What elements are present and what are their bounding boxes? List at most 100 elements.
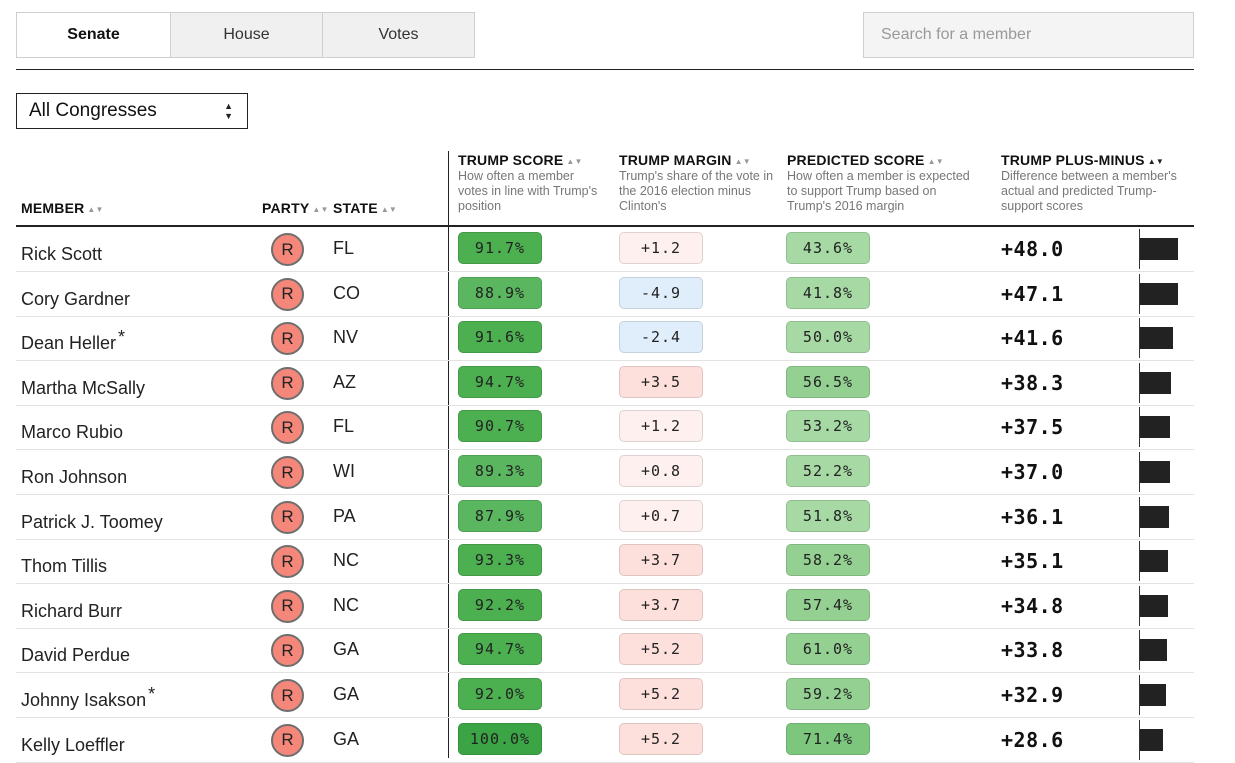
column-header-member[interactable]: MEMBER ▲▼ (21, 200, 104, 216)
plus-minus-value: +38.3 (1001, 370, 1064, 395)
bar-axis (1139, 229, 1140, 269)
trump-score-pill: 91.6% (458, 321, 542, 354)
member-name-text: Richard Burr (21, 600, 123, 621)
member-state: WI (333, 461, 355, 481)
trump-score-pill: 91.7% (458, 232, 542, 264)
party-badge: R (271, 679, 304, 712)
table-row[interactable]: Thom Tillis R NC 93.3% +3.7 58.2% +35.1 (16, 539, 1194, 585)
member-name[interactable]: Cory Gardner (21, 283, 132, 310)
predicted-score-pill: 43.6% (786, 232, 870, 264)
trump-margin-pill: +1.2 (619, 232, 703, 264)
plus-minus-bar (1140, 238, 1178, 260)
sort-icon: ▲▼ (734, 157, 751, 166)
member-name[interactable]: Marco Rubio (21, 416, 125, 443)
table-row[interactable]: Cory Gardner R CO 88.9% -4.9 41.8% +47.1 (16, 272, 1194, 317)
trump-score-description: How often a member votes in line with Tr… (458, 169, 598, 213)
plus-minus-value: +41.6 (1001, 326, 1064, 351)
member-state: GA (333, 684, 360, 704)
table-row[interactable]: Ron Johnson R WI 89.3% +0.8 52.2% +37.0 (16, 450, 1194, 495)
column-header-state[interactable]: STATE ▲▼ (333, 200, 397, 216)
trump-margin-description: Trump's share of the vote in the 2016 el… (619, 169, 774, 213)
sort-icon: ▲▼ (927, 157, 944, 166)
column-header-predicted-score[interactable]: PREDICTED SCORE ▲▼ (787, 152, 944, 168)
column-divider (448, 151, 449, 758)
member-name[interactable]: Dean Heller * (21, 327, 125, 354)
table-row[interactable]: David Perdue R GA 94.7% +5.2 61.0% +33.8 (16, 628, 1194, 674)
plus-minus-value: +36.1 (1001, 504, 1064, 529)
trump-margin-pill: +5.2 (619, 678, 703, 710)
bar-axis (1139, 273, 1140, 314)
tab-house[interactable]: House (170, 12, 323, 58)
congress-select[interactable]: All Congresses ▲ ▼ (16, 93, 248, 129)
member-name[interactable]: Johnny Isakson * (21, 684, 155, 711)
column-header-party[interactable]: PARTY ▲▼ (262, 200, 329, 216)
trump-score-pill: 100.0% (458, 722, 542, 755)
member-state: AZ (333, 371, 357, 392)
party-badge: R (271, 366, 304, 400)
member-name-text: Marco Rubio (21, 422, 124, 443)
member-state: CO (333, 282, 360, 303)
member-state: NC (333, 594, 359, 615)
plus-minus-bar (1140, 282, 1178, 305)
tab-votes[interactable]: Votes (322, 12, 475, 58)
table-row[interactable]: Martha McSally R AZ 94.7% +3.5 56.5% +38… (16, 361, 1194, 406)
trump-score-pill: 93.3% (458, 544, 542, 577)
member-name[interactable]: Richard Burr (21, 595, 124, 622)
plus-minus-value: +47.1 (1001, 281, 1064, 306)
column-header-member-label: MEMBER (21, 200, 85, 216)
column-header-predicted-score-label: PREDICTED SCORE (787, 152, 925, 168)
trump-margin-pill: +3.5 (619, 365, 703, 398)
predicted-score-pill: 61.0% (786, 633, 870, 666)
member-name[interactable]: Kelly Loeffler (21, 729, 127, 756)
tab-senate[interactable]: Senate (16, 12, 171, 58)
member-name-text: Ron Johnson (21, 467, 128, 487)
plus-minus-bar (1140, 550, 1168, 573)
table-row[interactable]: Marco Rubio R FL 90.7% +1.2 53.2% +37.5 (16, 405, 1194, 451)
table-row[interactable]: Dean Heller * R NV 91.6% -2.4 50.0% +41.6 (16, 316, 1194, 362)
table-row[interactable]: Rick Scott R FL 91.7% +1.2 43.6% +48.0 (16, 227, 1194, 272)
trump-score-pill: 92.0% (458, 678, 542, 710)
trump-score-pill: 88.9% (458, 276, 542, 309)
trump-score-pill: 87.9% (458, 499, 542, 532)
member-name[interactable]: David Perdue (21, 639, 132, 666)
table-row[interactable]: Kelly Loeffler R GA 100.0% +5.2 71.4% +2… (16, 718, 1194, 763)
member-name[interactable]: Patrick J. Toomey (21, 506, 165, 533)
trump-margin-pill: -4.9 (619, 276, 703, 309)
plus-minus-bar (1140, 505, 1169, 528)
party-badge: R (271, 723, 304, 757)
party-badge: R (271, 322, 304, 356)
column-header-plus-minus[interactable]: TRUMP PLUS-MINUS ▲▼ (1001, 152, 1164, 168)
plus-minus-bar (1140, 728, 1163, 751)
bar-axis (1139, 407, 1140, 448)
bar-axis (1139, 496, 1140, 537)
predicted-score-pill: 58.2% (786, 544, 870, 577)
table-row[interactable]: Johnny Isakson * R GA 92.0% +5.2 59.2% +3… (16, 673, 1194, 718)
plus-minus-value: +37.5 (1001, 415, 1064, 440)
party-badge: R (271, 589, 304, 623)
predicted-score-pill: 59.2% (786, 678, 870, 710)
predicted-score-pill: 52.2% (786, 455, 870, 487)
member-name[interactable]: Rick Scott (21, 238, 104, 265)
column-header-trump-score[interactable]: TRUMP SCORE ▲▼ (458, 152, 583, 168)
party-badge: R (271, 411, 304, 445)
table-row[interactable]: Patrick J. Toomey R PA 87.9% +0.7 51.8% … (16, 495, 1194, 540)
select-arrows-icon: ▲ ▼ (224, 101, 233, 121)
table-row[interactable]: Richard Burr R NC 92.2% +3.7 57.4% +34.8 (16, 584, 1194, 629)
member-name[interactable]: Thom Tillis (21, 550, 109, 577)
predicted-score-pill: 53.2% (786, 410, 870, 443)
column-header-state-label: STATE (333, 200, 378, 216)
member-name-text: Cory Gardner (21, 288, 131, 309)
member-name-text: David Perdue (21, 645, 131, 666)
search-member-input[interactable] (863, 12, 1194, 58)
trump-score-pill: 94.7% (458, 633, 542, 666)
member-name[interactable]: Ron Johnson (21, 461, 129, 488)
column-header-trump-margin[interactable]: TRUMP MARGIN ▲▼ (619, 152, 751, 168)
trump-margin-pill: +5.2 (619, 633, 703, 666)
member-state: GA (333, 728, 360, 749)
party-badge: R (271, 545, 304, 579)
member-name[interactable]: Martha McSally (21, 372, 147, 399)
member-name-text: Thom Tillis (21, 556, 108, 577)
plus-minus-bar (1140, 327, 1173, 350)
member-name-text: Patrick J. Toomey (21, 511, 163, 532)
sort-icon: ▲▼ (87, 205, 104, 214)
